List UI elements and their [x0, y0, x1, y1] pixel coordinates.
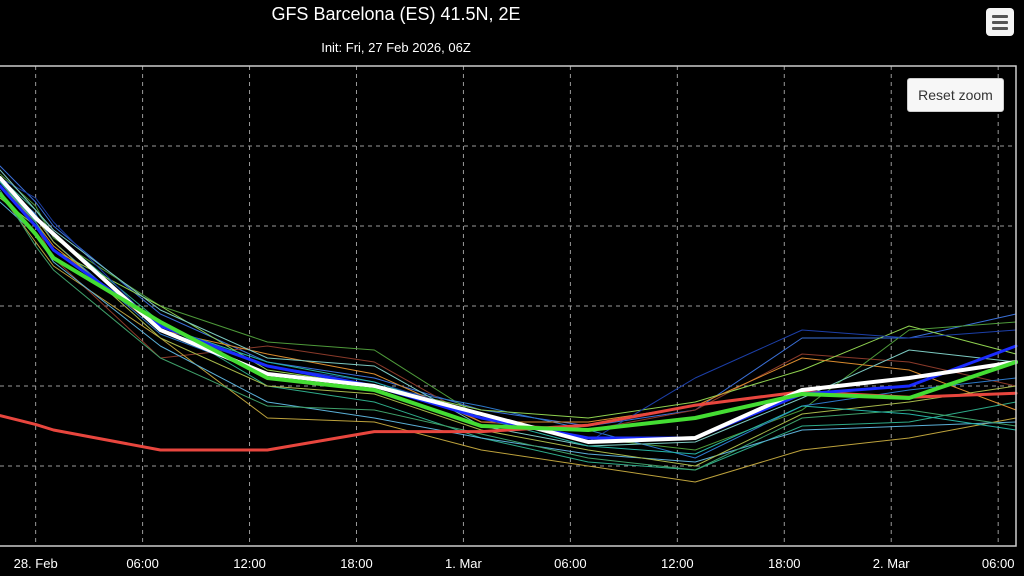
x-tick-label: 12:00	[661, 556, 694, 571]
x-tick-label: 06:00	[554, 556, 587, 571]
x-tick-label: 06:00	[982, 556, 1015, 571]
x-tick-label: 2. Mar	[873, 556, 911, 571]
menu-bar-top	[992, 15, 1008, 18]
menu-bar-bottom	[992, 27, 1008, 30]
series-lines	[0, 165, 1018, 483]
chart-title: GFS Barcelona (ES) 41.5N, 2E	[271, 4, 521, 24]
series-line-member-4	[0, 165, 1017, 427]
series-line-member-2	[0, 192, 1018, 432]
series-line-member-6	[0, 193, 1017, 483]
series-line-mean-1	[0, 176, 1018, 444]
series-line-member-3	[0, 184, 1018, 440]
x-tick-label: 12:00	[233, 556, 266, 571]
reset-zoom-button[interactable]: Reset zoom	[907, 78, 1004, 112]
hamburger-menu-icon[interactable]	[986, 8, 1014, 36]
menu-bar-middle	[992, 21, 1008, 24]
x-tick-label: 18:00	[340, 556, 373, 571]
x-tick-label: 1. Mar	[445, 556, 483, 571]
x-axis-ticks: 28. Feb 06:00 12:00 18:00 1. Mar 06:00 12:00 18…	[14, 556, 1015, 571]
x-tick-label: 18:00	[768, 556, 801, 571]
x-tick-label: 28. Feb	[14, 556, 58, 571]
grid	[0, 65, 1016, 546]
series-line-member-16	[0, 185, 1017, 467]
x-tick-label: 06:00	[126, 556, 159, 571]
series-line-member-8	[0, 173, 1017, 451]
series-line-member-14	[0, 189, 1017, 471]
series-line-member-13	[0, 177, 1017, 443]
plot-border	[0, 65, 1017, 547]
chart-subtitle: Init: Fri, 27 Feb 2026, 06Z	[321, 40, 471, 55]
